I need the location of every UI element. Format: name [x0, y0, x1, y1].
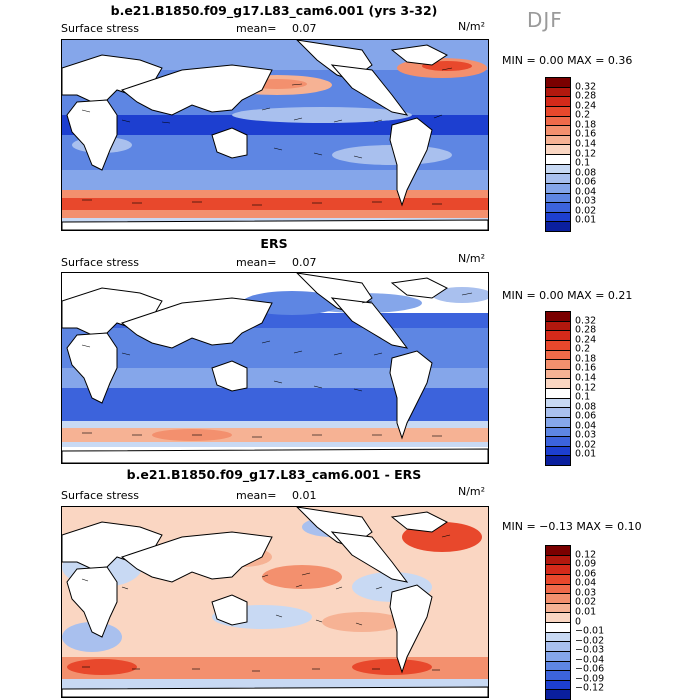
- panel-1-map: [61, 39, 489, 231]
- colorbar-label: 0.12: [575, 549, 597, 561]
- colorbar-label: −0.09: [575, 673, 605, 685]
- panel-2-mean-label: mean=: [236, 256, 277, 269]
- colorbar-label: 0: [575, 616, 582, 627]
- colorbar-label: 0.28: [575, 324, 597, 336]
- panel-2-mean-value: 0.07: [292, 256, 317, 269]
- panel-1-minmax: MIN = 0.00 MAX = 0.36: [502, 54, 633, 67]
- colorbar-label: 0.06: [575, 410, 597, 422]
- panel-2-title: ERS: [260, 236, 288, 251]
- panel-1-units: N/m²: [458, 20, 486, 33]
- colorbar-label: 0.01: [575, 448, 597, 460]
- panel-1-mean-value: 0.07: [292, 22, 317, 35]
- colorbar-label: 0.02: [575, 596, 597, 608]
- colorbar-label: 0.03: [575, 195, 597, 207]
- colorbar-label: 0.28: [575, 90, 597, 102]
- colorbar-label: 0.08: [575, 401, 597, 413]
- colorbar-label: 0.01: [575, 606, 597, 618]
- colorbar-label: 0.09: [575, 558, 597, 570]
- colorbar-label: 0.08: [575, 167, 597, 179]
- colorbar-label: −0.12: [575, 682, 605, 694]
- colorbar-label: 0.06: [575, 568, 597, 580]
- panel-1-mean-label: mean=: [236, 22, 277, 35]
- colorbar-label: 0.32: [575, 81, 597, 93]
- colorbar-label: 0.14: [575, 372, 597, 384]
- panel-1-colorbar: [545, 77, 571, 232]
- colorbar-label: 0.06: [575, 176, 597, 188]
- colorbar-label: −0.01: [575, 625, 605, 637]
- colorbar-label: −0.03: [575, 644, 605, 656]
- panel-3-mean-value: 0.01: [292, 489, 317, 502]
- colorbar-label: 0.1: [575, 391, 591, 403]
- panel-3-minmax: MIN = −0.13 MAX = 0.10: [502, 520, 642, 533]
- colorbar-label: 0.16: [575, 128, 597, 140]
- colorbar-label: 0.02: [575, 205, 597, 217]
- panel-2-colorbar: [545, 311, 571, 466]
- panel-2-minmax: MIN = 0.00 MAX = 0.21: [502, 289, 633, 302]
- panel-3-title: b.e21.B1850.f09_g17.L83_cam6.001 - ERS: [126, 467, 422, 482]
- panel-3-colorbar: [545, 545, 571, 700]
- colorbar-label: 0.24: [575, 334, 597, 346]
- panel-3-units: N/m²: [458, 485, 486, 498]
- colorbar-label: 0.03: [575, 429, 597, 441]
- colorbar-label: 0.14: [575, 138, 597, 150]
- colorbar-label: 0.12: [575, 148, 597, 159]
- colorbar-label: 0.02: [575, 439, 597, 451]
- panel-3-mean-label: mean=: [236, 489, 277, 502]
- panel-1-field: Surface stress: [61, 22, 139, 35]
- colorbar-label: −0.06: [575, 663, 605, 675]
- panel-2-map: [61, 272, 489, 464]
- colorbar-label: 0.01: [575, 214, 597, 226]
- colorbar-label: 0.04: [575, 186, 597, 198]
- colorbar-label: 0.04: [575, 420, 597, 432]
- colorbar-label: 0.32: [575, 315, 597, 327]
- colorbar-label: 0.2: [575, 343, 591, 355]
- panel-3-colorbar-labels: 0.12 0.09 0.06 0.04 0.03 0.02 0.01 0 −0.…: [575, 545, 615, 698]
- panel-2-field: Surface stress: [61, 256, 139, 269]
- colorbar-label: 0.1: [575, 157, 591, 169]
- colorbar-label: 0.03: [575, 587, 597, 599]
- panel-2-units: N/m²: [458, 252, 486, 265]
- colorbar-label: 0.24: [575, 100, 597, 112]
- colorbar-label: 0.04: [575, 577, 597, 589]
- colorbar-label: 0.12: [575, 382, 597, 393]
- colorbar-label: −0.04: [575, 654, 605, 666]
- colorbar-label: 0.18: [575, 119, 597, 131]
- season-label: DJF: [527, 8, 563, 32]
- colorbar-label: 0.18: [575, 353, 597, 365]
- panel-1-title: b.e21.B1850.f09_g17.L83_cam6.001 (yrs 3-…: [110, 3, 438, 18]
- panel-3-map: [61, 506, 489, 698]
- colorbar-label: −0.02: [575, 635, 605, 647]
- panel-3-field: Surface stress: [61, 489, 139, 502]
- colorbar-label: 0.16: [575, 362, 597, 374]
- panel-1-colorbar-labels: 0.32 0.28 0.24 0.2 0.18 0.16 0.14 0.12 0…: [575, 77, 615, 230]
- colorbar-label: 0.2: [575, 109, 591, 121]
- panel-2-colorbar-labels: 0.32 0.28 0.24 0.2 0.18 0.16 0.14 0.12 0…: [575, 311, 615, 464]
